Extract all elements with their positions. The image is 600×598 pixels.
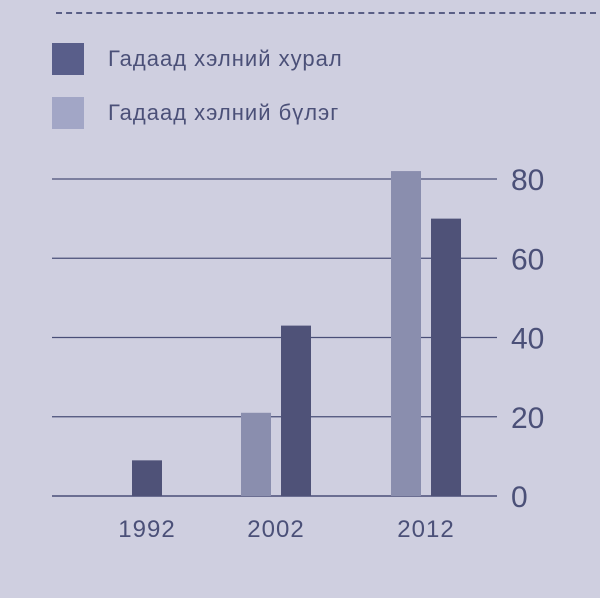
legend-item-buleg: Гадаад хэлний бүлэг: [52, 94, 343, 132]
chart-legend: Гадаад хэлний хурал Гадаад хэлний бүлэг: [52, 40, 343, 148]
y-tick-label: 80: [511, 164, 544, 197]
bar-khural-1992: [132, 460, 162, 496]
x-tick-label: 2002: [247, 516, 304, 543]
y-tick-label: 0: [511, 481, 528, 514]
y-tick-label: 40: [511, 323, 544, 356]
legend-swatch-khural: [52, 43, 84, 75]
legend-swatch-buleg: [52, 97, 84, 129]
bar-khural-2012: [431, 218, 461, 496]
bar-buleg-2012: [391, 171, 421, 496]
legend-item-khural: Гадаад хэлний хурал: [52, 40, 343, 78]
bar-buleg-2002: [241, 412, 271, 496]
top-dashed-divider: [56, 12, 596, 14]
bar-khural-2002: [281, 325, 311, 496]
x-tick-label: 2012: [397, 516, 454, 543]
legend-label-khural: Гадаад хэлний хурал: [108, 46, 343, 71]
y-tick-label: 20: [511, 402, 544, 435]
legend-label-buleg: Гадаад хэлний бүлэг: [108, 100, 340, 125]
y-tick-label: 60: [511, 243, 544, 276]
x-tick-label: 1992: [118, 516, 175, 543]
